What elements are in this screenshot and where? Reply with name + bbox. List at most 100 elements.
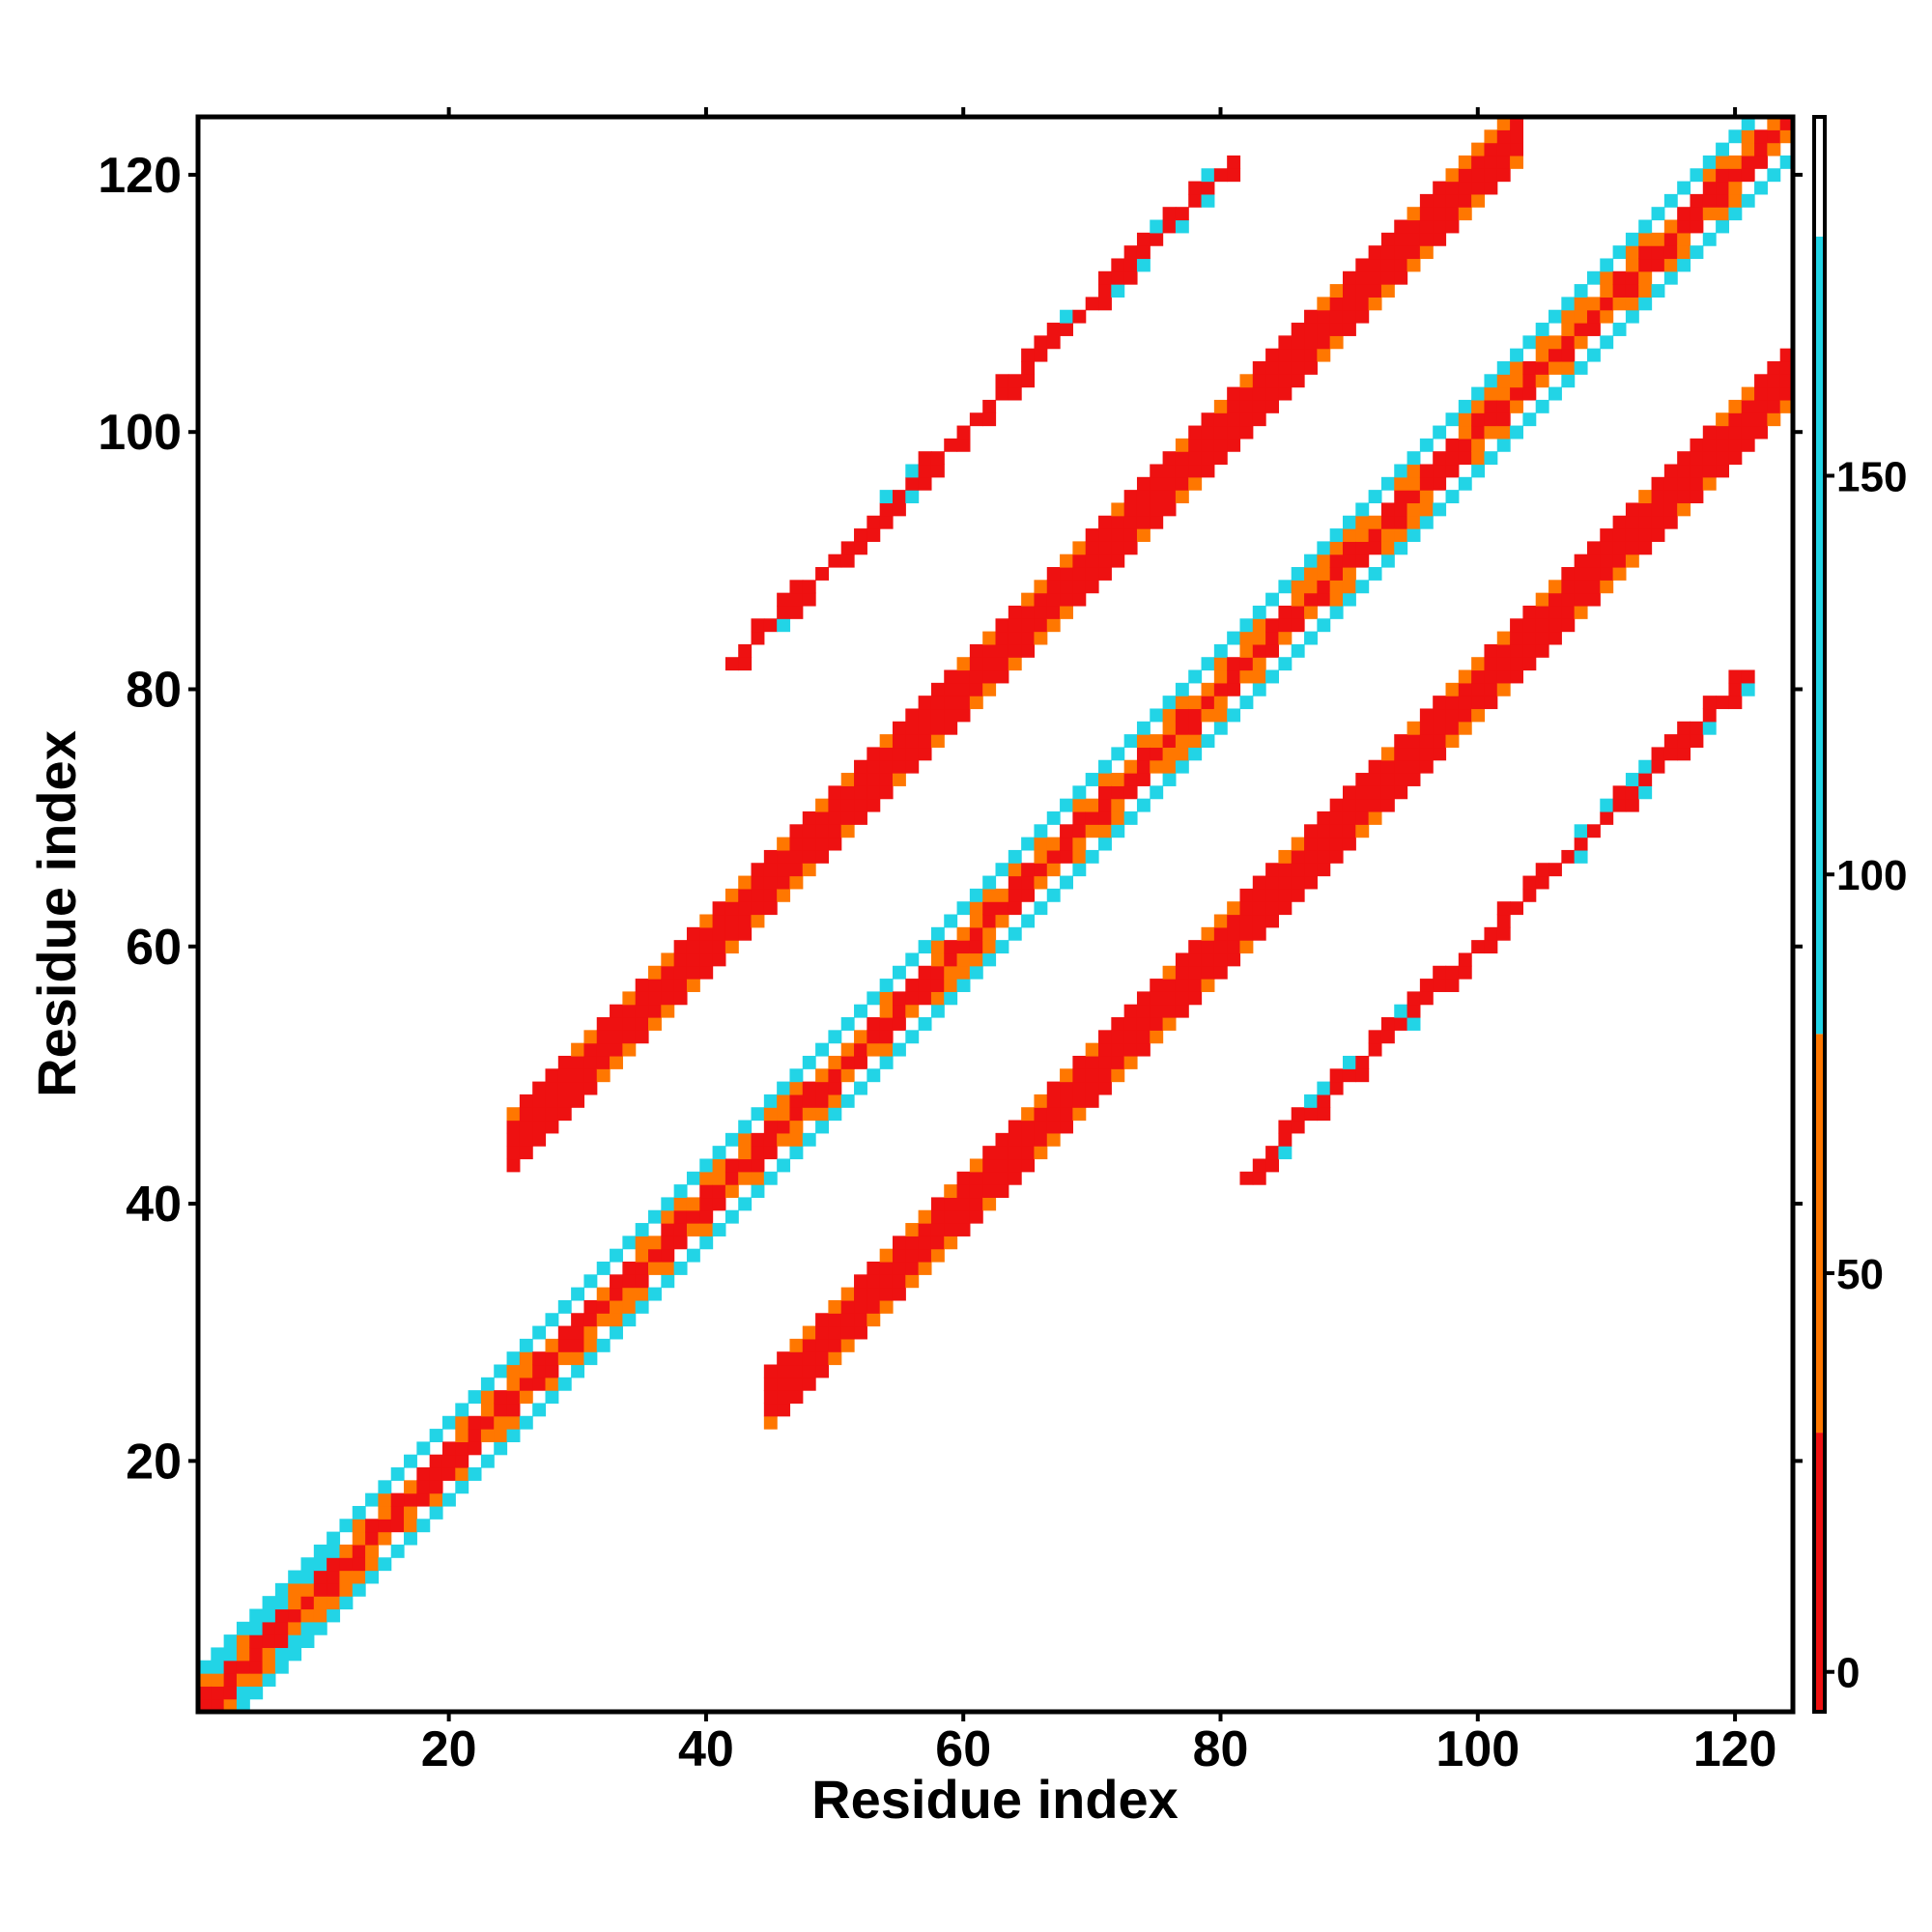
heatmap-cell bbox=[1522, 618, 1537, 633]
heatmap-cell bbox=[1175, 490, 1189, 504]
heatmap-cell bbox=[1535, 592, 1549, 607]
heatmap-cell bbox=[879, 759, 894, 774]
heatmap-cell bbox=[1034, 875, 1048, 890]
heatmap-cell bbox=[339, 1544, 354, 1558]
heatmap-cell bbox=[1419, 979, 1434, 992]
heatmap-cell bbox=[441, 1467, 456, 1481]
heatmap-cell bbox=[1380, 798, 1395, 812]
heatmap-cell bbox=[1394, 490, 1408, 504]
heatmap-cell bbox=[1651, 528, 1665, 542]
colorbar-tick-label: 100 bbox=[1836, 852, 1907, 899]
heatmap-cell bbox=[1136, 1017, 1151, 1031]
heatmap-cell bbox=[583, 1274, 598, 1289]
heatmap-cell bbox=[661, 1223, 675, 1236]
heatmap-cell bbox=[1394, 773, 1408, 786]
heatmap-cell bbox=[1406, 759, 1421, 774]
heatmap-cell bbox=[738, 1120, 753, 1134]
heatmap-cell bbox=[557, 1299, 572, 1314]
heatmap-cell bbox=[1754, 129, 1768, 144]
heatmap-cell bbox=[1522, 412, 1537, 427]
heatmap-cell bbox=[815, 849, 830, 864]
heatmap-cell bbox=[1548, 360, 1562, 375]
heatmap-cell bbox=[583, 1338, 598, 1352]
heatmap-cell bbox=[223, 1673, 238, 1687]
heatmap-cell bbox=[1728, 412, 1743, 427]
heatmap-cell bbox=[995, 669, 1009, 684]
heatmap-cell bbox=[1535, 335, 1549, 350]
heatmap-cell bbox=[532, 1120, 547, 1134]
heatmap-cell bbox=[1496, 412, 1511, 427]
heatmap-cell bbox=[686, 952, 700, 967]
heatmap-cell bbox=[1123, 502, 1138, 517]
heatmap-cell bbox=[867, 798, 881, 812]
heatmap-cell bbox=[1510, 129, 1523, 144]
heatmap-cell bbox=[995, 888, 1009, 902]
heatmap-cell bbox=[1175, 1004, 1189, 1018]
heatmap-cell bbox=[1213, 425, 1228, 440]
heatmap-cell bbox=[661, 1248, 675, 1263]
heatmap-cell bbox=[777, 1390, 791, 1405]
heatmap-cell bbox=[944, 991, 958, 1006]
heatmap-cell bbox=[969, 1158, 983, 1173]
heatmap-cell bbox=[686, 965, 700, 980]
heatmap-cell bbox=[545, 1390, 559, 1405]
heatmap-cell bbox=[1213, 914, 1228, 928]
heatmap-cell bbox=[1663, 490, 1678, 504]
heatmap-cell bbox=[724, 888, 739, 902]
heatmap-cell bbox=[1162, 207, 1177, 221]
heatmap-cell bbox=[1484, 386, 1498, 401]
heatmap-cell bbox=[1213, 168, 1228, 183]
heatmap-cell bbox=[1239, 669, 1254, 684]
heatmap-cell bbox=[313, 1570, 327, 1584]
heatmap-cell bbox=[622, 1313, 637, 1327]
heatmap-cell bbox=[905, 1236, 920, 1250]
heatmap-cell bbox=[724, 940, 739, 954]
heatmap-cell bbox=[1213, 451, 1228, 466]
heatmap-cell bbox=[1060, 605, 1073, 619]
heatmap-cell bbox=[506, 1403, 521, 1417]
heatmap-cell bbox=[506, 1390, 521, 1405]
heatmap-cell bbox=[519, 1146, 533, 1160]
heatmap-cell bbox=[1021, 618, 1036, 633]
heatmap-cell bbox=[892, 1017, 906, 1031]
heatmap-cell bbox=[712, 1146, 726, 1160]
heatmap-cell bbox=[1677, 232, 1691, 246]
heatmap-cell bbox=[1175, 747, 1189, 761]
heatmap-cell bbox=[1046, 810, 1061, 825]
heatmap-cell bbox=[1227, 940, 1241, 954]
heatmap-cell bbox=[892, 1042, 906, 1057]
heatmap-cell bbox=[1150, 1017, 1164, 1031]
heatmap-cell bbox=[905, 979, 920, 992]
heatmap-cell bbox=[828, 1107, 842, 1122]
heatmap-cell bbox=[648, 965, 662, 980]
heatmap-cell bbox=[1522, 888, 1537, 902]
heatmap-cell bbox=[1213, 708, 1228, 723]
heatmap-cell bbox=[1046, 592, 1061, 607]
heatmap-cell bbox=[828, 1351, 842, 1366]
heatmap-cell bbox=[1136, 258, 1151, 272]
heatmap-cell bbox=[1317, 580, 1331, 594]
heatmap-cell bbox=[1355, 824, 1370, 838]
heatmap-cell bbox=[1651, 476, 1665, 491]
heatmap-cell bbox=[1034, 348, 1048, 362]
heatmap-cell bbox=[1510, 386, 1523, 401]
heatmap-cell bbox=[1278, 618, 1293, 633]
heatmap-cell bbox=[1265, 618, 1280, 633]
heatmap-cell bbox=[1123, 1055, 1138, 1069]
heatmap-cell bbox=[1484, 425, 1498, 440]
heatmap-cell bbox=[1702, 207, 1717, 221]
heatmap-cell bbox=[956, 952, 971, 967]
heatmap-cell bbox=[635, 991, 649, 1006]
heatmap-cell bbox=[1072, 1094, 1087, 1108]
heatmap-cell bbox=[969, 1197, 983, 1211]
heatmap-cell bbox=[1175, 476, 1189, 491]
heatmap-cell bbox=[738, 657, 753, 671]
heatmap-cell bbox=[635, 1248, 649, 1263]
heatmap-cell bbox=[1394, 1004, 1408, 1018]
heatmap-cell bbox=[1394, 759, 1408, 774]
heatmap-cell bbox=[1304, 849, 1318, 864]
heatmap-cell bbox=[327, 1596, 341, 1610]
heatmap-cell bbox=[1368, 258, 1382, 272]
heatmap-cell bbox=[1304, 580, 1318, 594]
heatmap-cell bbox=[944, 914, 958, 928]
